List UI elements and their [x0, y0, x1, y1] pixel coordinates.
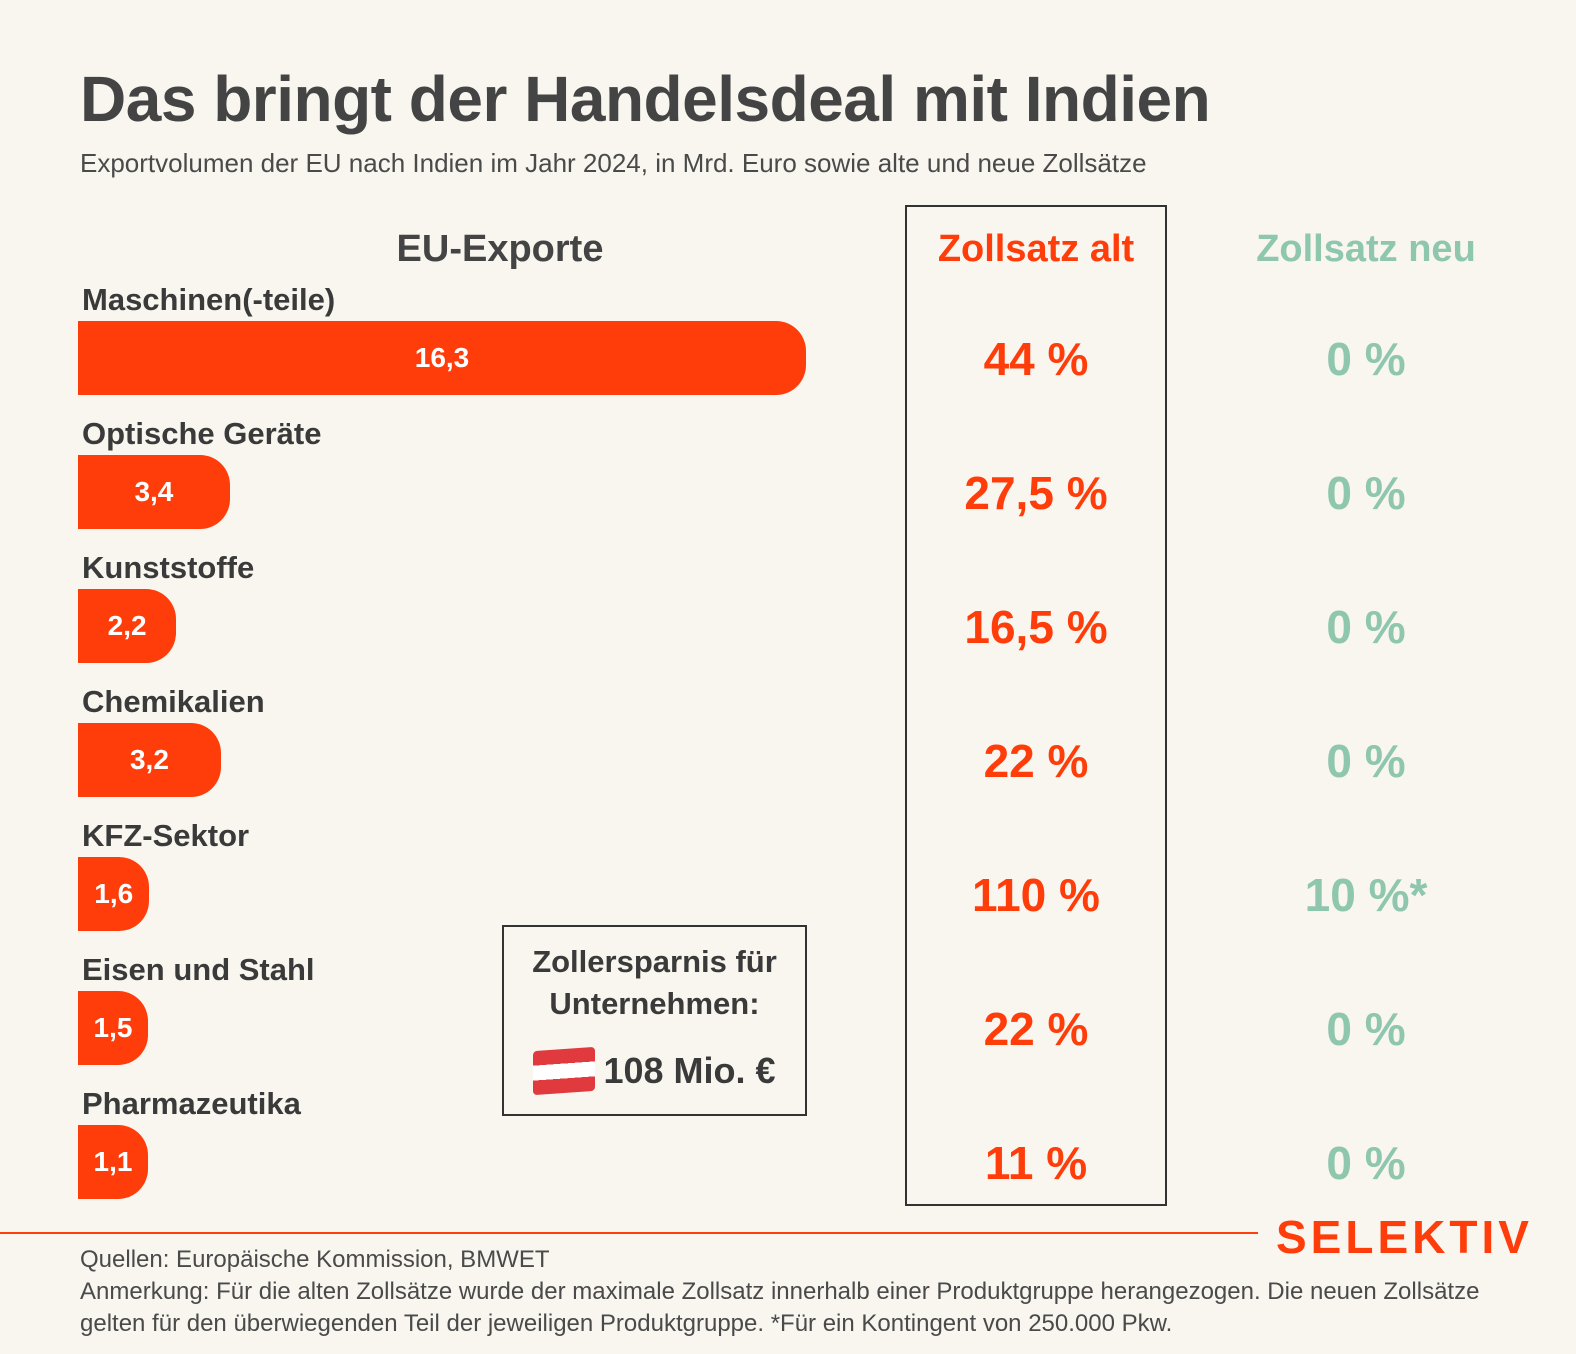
bar-value-label: 2,2: [107, 610, 147, 641]
brand-logo: SELEKTIV: [1276, 1211, 1533, 1263]
new-rate-value: 0 %: [1326, 735, 1406, 787]
footer-sources: Quellen: Europäische Kommission, BMWET: [80, 1246, 550, 1273]
export-bar: 1,5: [78, 991, 148, 1065]
export-bar: 3,4: [78, 455, 230, 529]
new-rate-value: 0 %: [1326, 1003, 1406, 1055]
savings-amount-row: 108 Mio. €: [504, 1046, 805, 1096]
old-rate-column-header: Zollsatz alt: [937, 228, 1135, 270]
old-rate-value: 22 %: [983, 735, 1089, 787]
old-rate-value: 22 %: [983, 1003, 1089, 1055]
old-rate-value: 16,5 %: [964, 601, 1108, 653]
footer: Quellen: Europäische Kommission, BMWET A…: [80, 1244, 1540, 1340]
old-rate-value: 110 %: [972, 869, 1100, 921]
export-bar: 2,2: [78, 589, 177, 663]
chart-subtitle: Exportvolumen der EU nach Indien im Jahr…: [80, 148, 1147, 178]
bar-value-label: 3,4: [134, 476, 174, 507]
category-label: KFZ-Sektor: [82, 818, 250, 853]
exports-column-header: EU-Exporte: [396, 228, 604, 270]
new-rate-value: 0 %: [1326, 1137, 1406, 1189]
category-label: Maschinen(-teile): [82, 282, 336, 317]
austria-flag-icon: [533, 1046, 596, 1096]
category-label: Eisen und Stahl: [82, 952, 315, 987]
export-bar: 3,2: [78, 723, 221, 797]
bar-value-label: 1,6: [94, 878, 134, 909]
old-rate-column-frame: [905, 205, 1167, 1206]
bar-value-label: 16,3: [414, 342, 470, 373]
old-rate-value: 27,5 %: [964, 467, 1108, 519]
new-rate-column-header: Zollsatz neu: [1256, 228, 1476, 270]
chart-title: Das bringt der Handelsdeal mit Indien: [80, 63, 1211, 135]
new-rate-value: 0 %: [1326, 467, 1406, 519]
export-bar: 1,1: [78, 1125, 148, 1199]
category-label: Optische Geräte: [82, 416, 322, 451]
old-rate-value: 11 %: [984, 1137, 1088, 1189]
footer-note: Anmerkung: Für die alten Zollsätze wurde…: [80, 1278, 1480, 1337]
bar-value-label: 1,1: [93, 1146, 133, 1177]
category-label: Chemikalien: [82, 684, 265, 719]
savings-amount: 108 Mio. €: [603, 1050, 776, 1091]
new-rate-value: 0 %: [1326, 601, 1406, 653]
new-rate-value: 0 %: [1326, 333, 1406, 385]
savings-text: Zollersparnis für Unternehmen:: [532, 944, 777, 1021]
export-bar: 1,6: [78, 857, 150, 931]
bar-value-label: 3,2: [129, 744, 169, 775]
savings-box: Zollersparnis für Unternehmen: 108 Mio. …: [502, 925, 807, 1116]
category-label: Pharmazeutika: [82, 1086, 301, 1121]
old-rate-value: 44 %: [983, 333, 1089, 385]
bar-value-label: 1,5: [93, 1012, 133, 1043]
new-rate-value: 10 %*: [1304, 869, 1428, 921]
export-bar: 16,3: [78, 321, 806, 395]
category-label: Kunststoffe: [82, 550, 255, 585]
footer-divider: [0, 1232, 1258, 1234]
